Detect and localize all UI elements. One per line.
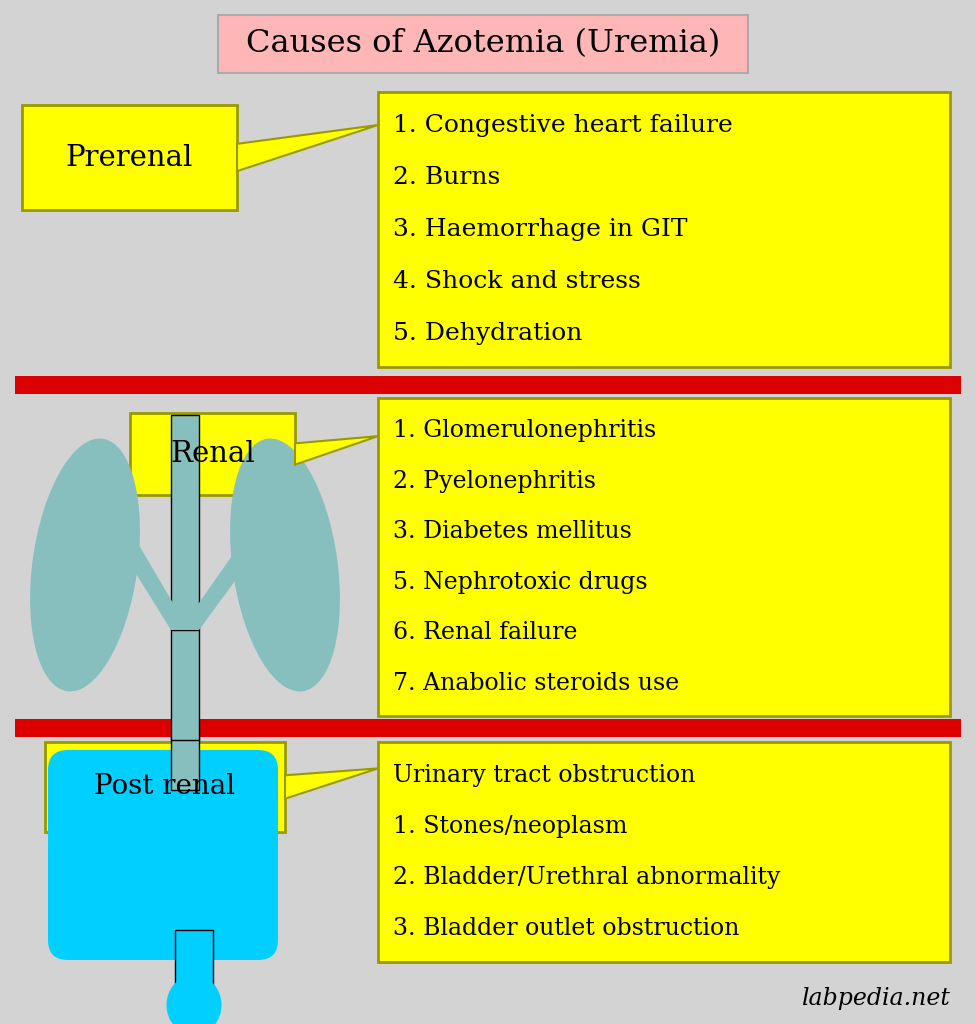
FancyBboxPatch shape bbox=[15, 719, 961, 737]
FancyBboxPatch shape bbox=[130, 413, 295, 495]
Ellipse shape bbox=[30, 438, 140, 691]
Text: 1. Congestive heart failure: 1. Congestive heart failure bbox=[393, 115, 733, 137]
Polygon shape bbox=[115, 530, 265, 630]
Ellipse shape bbox=[230, 438, 340, 691]
Text: 4. Shock and stress: 4. Shock and stress bbox=[393, 270, 641, 293]
FancyBboxPatch shape bbox=[45, 742, 285, 831]
Text: 7. Anabolic steroids use: 7. Anabolic steroids use bbox=[393, 672, 679, 694]
Text: 3. Bladder outlet obstruction: 3. Bladder outlet obstruction bbox=[393, 918, 740, 940]
Text: 3. Diabetes mellitus: 3. Diabetes mellitus bbox=[393, 520, 631, 544]
FancyBboxPatch shape bbox=[171, 630, 199, 740]
Text: Urinary tract obstruction: Urinary tract obstruction bbox=[393, 764, 695, 786]
FancyBboxPatch shape bbox=[48, 750, 278, 961]
Polygon shape bbox=[237, 125, 378, 171]
FancyBboxPatch shape bbox=[175, 930, 213, 985]
FancyBboxPatch shape bbox=[15, 376, 961, 394]
Text: 1. Glomerulonephritis: 1. Glomerulonephritis bbox=[393, 419, 656, 442]
Text: Renal: Renal bbox=[170, 440, 255, 468]
Text: labpedia.net: labpedia.net bbox=[801, 987, 950, 1010]
Text: Causes of Azotemia (Uremia): Causes of Azotemia (Uremia) bbox=[246, 29, 720, 59]
Ellipse shape bbox=[167, 975, 222, 1024]
Polygon shape bbox=[295, 436, 378, 465]
Polygon shape bbox=[285, 768, 378, 799]
Text: 6. Renal failure: 6. Renal failure bbox=[393, 622, 578, 644]
FancyBboxPatch shape bbox=[22, 105, 237, 210]
FancyBboxPatch shape bbox=[378, 92, 950, 367]
Text: 5. Dehydration: 5. Dehydration bbox=[393, 322, 583, 345]
Text: 5. Nephrotoxic drugs: 5. Nephrotoxic drugs bbox=[393, 570, 648, 594]
Text: 3. Haemorrhage in GIT: 3. Haemorrhage in GIT bbox=[393, 218, 687, 241]
FancyBboxPatch shape bbox=[171, 415, 199, 630]
FancyBboxPatch shape bbox=[218, 15, 748, 73]
Text: 2. Pyelonephritis: 2. Pyelonephritis bbox=[393, 470, 596, 493]
FancyBboxPatch shape bbox=[378, 742, 950, 962]
Text: 2. Burns: 2. Burns bbox=[393, 166, 501, 189]
Text: 2. Bladder/Urethral abnormality: 2. Bladder/Urethral abnormality bbox=[393, 866, 781, 889]
FancyBboxPatch shape bbox=[171, 735, 199, 790]
Text: Post renal: Post renal bbox=[95, 773, 235, 801]
Text: Prerenal: Prerenal bbox=[65, 143, 193, 171]
Text: 1. Stones/neoplasm: 1. Stones/neoplasm bbox=[393, 815, 628, 838]
FancyBboxPatch shape bbox=[378, 398, 950, 716]
